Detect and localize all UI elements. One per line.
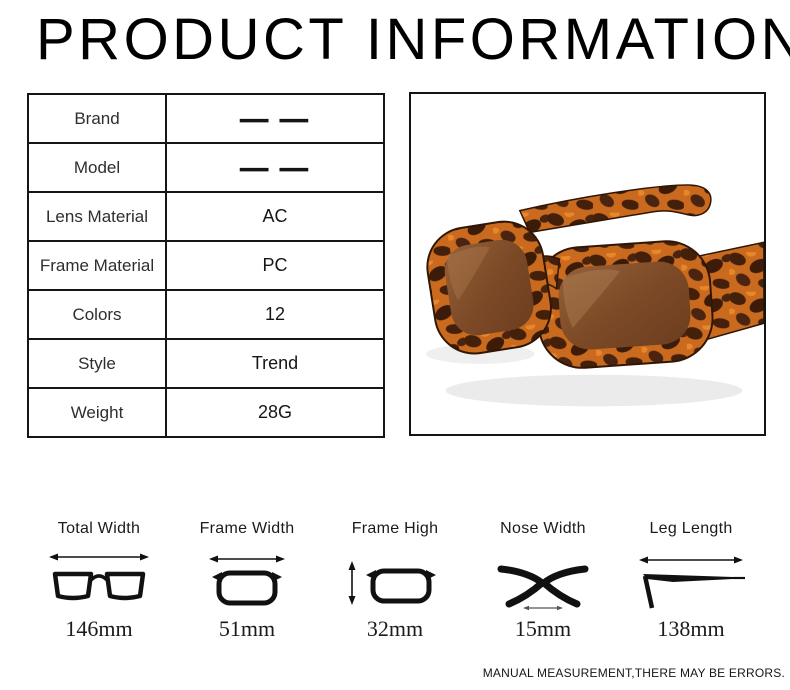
spec-row-weight: Weight 28G	[27, 387, 385, 438]
spec-row-frame-material: Frame Material PC	[27, 240, 385, 291]
measurement-total-width: Total Width 146mm	[25, 520, 173, 642]
measurement-label: Nose Width	[500, 520, 586, 537]
spec-label: Frame Material	[27, 240, 167, 291]
measurement-value: 51mm	[218, 616, 276, 641]
measurement-label: Total Width	[57, 520, 141, 537]
spec-label: Colors	[27, 289, 167, 340]
spec-value: — —	[165, 93, 385, 144]
frame-high-icon	[348, 561, 436, 605]
total-width-icon	[49, 553, 149, 601]
measurement-label: Frame Width	[199, 520, 295, 537]
product-photo	[409, 92, 766, 436]
measurement-value: 15mm	[514, 616, 572, 641]
spec-row-colors: Colors 12	[27, 289, 385, 340]
measurement-nose-width: Nose Width 15mm	[469, 520, 617, 642]
spec-row-style: Style Trend	[27, 338, 385, 389]
spec-label: Brand	[27, 93, 167, 144]
spec-table: Brand — — Model — — Lens Material AC Fra…	[27, 93, 385, 438]
spec-value: Trend	[165, 338, 385, 389]
spec-row-lens-material: Lens Material AC	[27, 191, 385, 242]
sunglasses-image	[425, 184, 764, 407]
measurement-value: 146mm	[65, 616, 133, 641]
spec-value: 12	[165, 289, 385, 340]
measurement-disclaimer: MANUAL MEASUREMENT,THERE MAY BE ERRORS.	[482, 666, 785, 680]
page-title: PRODUCT INFORMATION	[36, 7, 790, 72]
measurement-leg-length: Leg Length 138mm	[617, 520, 765, 642]
measurement-frame-width: Frame Width 51mm	[173, 520, 321, 642]
spec-label: Weight	[27, 387, 167, 438]
spec-label: Style	[27, 338, 167, 389]
measurement-label: Leg Length	[649, 520, 733, 537]
spec-value: PC	[165, 240, 385, 291]
measurement-frame-high: Frame High 32mm	[321, 520, 469, 642]
spec-label: Lens Material	[27, 191, 167, 242]
measurements-section: Total Width 146mm Frame Width 51mm Frame…	[25, 520, 765, 642]
leg-length-icon	[639, 556, 745, 609]
spec-label: Model	[27, 142, 167, 193]
spec-value: AC	[165, 191, 385, 242]
nose-width-icon	[497, 565, 589, 611]
spec-row-brand: Brand — —	[27, 93, 385, 144]
measurement-value: 138mm	[657, 616, 725, 641]
frame-width-icon	[209, 555, 285, 606]
measurement-label: Frame High	[351, 520, 439, 537]
spec-value: — —	[165, 142, 385, 193]
measurement-value: 32mm	[366, 616, 424, 641]
spec-row-model: Model — —	[27, 142, 385, 193]
spec-value: 28G	[165, 387, 385, 438]
